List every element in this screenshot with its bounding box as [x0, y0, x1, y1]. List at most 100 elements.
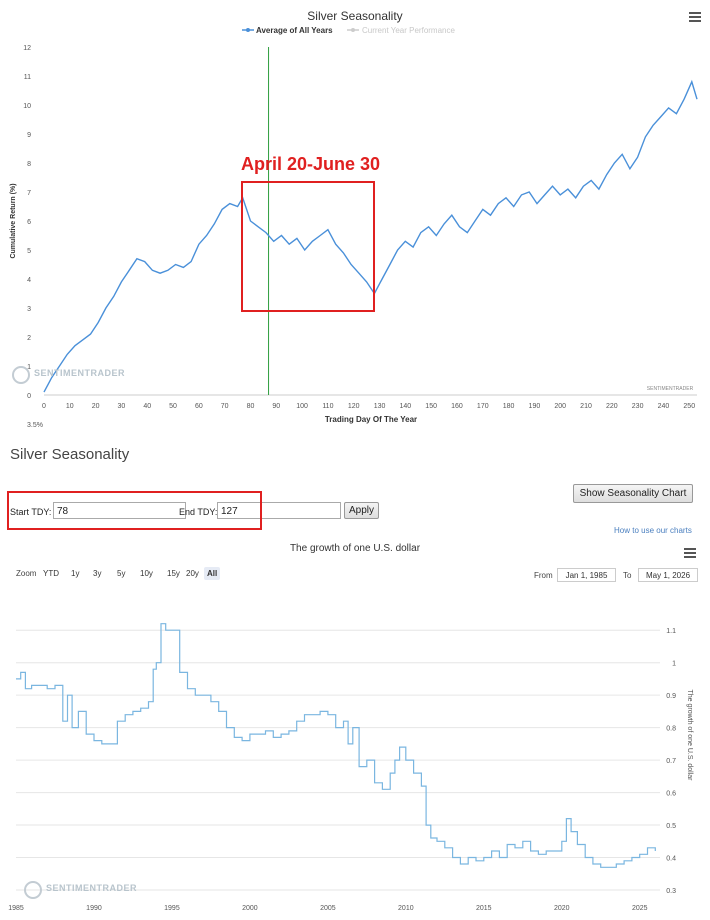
legend-item-current-year[interactable]: Current Year Performance	[347, 26, 455, 35]
x-tick-label: 110	[322, 403, 333, 410]
grid-lines	[16, 629, 660, 891]
bottom-chart-title: The growth of one U.S. dollar	[289, 543, 421, 554]
x-axis: 1985 1990 1995 2000 2005 2010 2015 2020 2025	[8, 905, 647, 912]
y-axis-label: Cumulative Return (%)	[10, 183, 17, 258]
y-tick-label: 0	[27, 393, 31, 400]
zoom-button-10y[interactable]: 10y	[140, 569, 153, 578]
chart-legend: Average of All Years Current Year Perfor…	[242, 26, 455, 35]
y-tick-label: 0.8	[666, 726, 676, 733]
y-tick-label: 0.9	[666, 693, 676, 700]
x-tick-label: 100	[296, 403, 308, 410]
x-tick-label: 1985	[8, 905, 24, 912]
end-tdy-input[interactable]: 127	[217, 502, 341, 519]
y-tick-label: 1	[672, 661, 676, 668]
show-seasonality-chart-button[interactable]: Show Seasonality Chart	[573, 484, 693, 503]
x-tick-label: 160	[451, 403, 463, 410]
y-tick-label: 11	[24, 74, 31, 81]
x-tick-label: 120	[348, 403, 360, 410]
growth-chart: 0.3 0.4 0.5 0.6 0.7 0.8 0.9 1 1.1 1985 1990 1995 20…	[8, 623, 693, 912]
y-tick-label: 10	[23, 103, 31, 110]
zoom-button-all[interactable]: All	[204, 567, 221, 580]
seasonality-chart: Silver Seasonality Average of All Years …	[10, 9, 698, 429]
zoom-button-15y[interactable]: 15y	[167, 569, 180, 578]
highlight-range-box	[241, 181, 375, 312]
zoom-button-3y[interactable]: 3y	[93, 569, 102, 578]
sentimentrader-logo-icon-bottom	[24, 881, 42, 899]
x-tick-label: 250	[683, 403, 695, 410]
x-tick-label: 210	[580, 403, 592, 410]
x-tick-label: 2025	[632, 905, 648, 912]
y-tick-label: 1.1	[666, 628, 676, 635]
x-tick-label: 220	[606, 403, 618, 410]
zoom-button-ytd[interactable]: YTD	[43, 569, 59, 578]
start-tdy-label: Start TDY:	[10, 507, 52, 517]
x-tick-label: 0	[42, 403, 46, 410]
bottom-chart-menu-icon[interactable]	[684, 548, 696, 558]
y-tick-label: 5	[27, 248, 31, 255]
zoom-controls: Zoom YTD 1y 3y 5y 10y 15y 20y All	[16, 567, 221, 580]
x-axis-label: Trading Day Of The Year	[325, 415, 417, 424]
zoom-button-5y[interactable]: 5y	[117, 569, 126, 578]
x-tick-label: 190	[529, 403, 541, 410]
end-tdy-label: End TDY:	[179, 507, 218, 517]
x-tick-label: 10	[66, 403, 74, 410]
x-tick-label: 70	[221, 403, 229, 410]
y-tick-label: 6	[27, 219, 31, 226]
x-tick-label: 2020	[554, 905, 570, 912]
top-chart-menu-icon[interactable]	[689, 12, 701, 22]
x-tick-label: 240	[658, 403, 670, 410]
x-tick-label: 200	[554, 403, 566, 410]
to-label: To	[623, 571, 632, 580]
x-tick-label: 150	[425, 403, 437, 410]
y-tick-label: 3	[27, 306, 31, 313]
x-tick-label: 60	[195, 403, 203, 410]
y-tick-label: 1	[27, 364, 31, 371]
y-tick-label: 0.7	[666, 758, 676, 765]
series-line-average	[43, 79, 698, 393]
y-tick-label: 0.6	[666, 791, 676, 798]
legend-label-current-year: Current Year Performance	[362, 26, 455, 35]
legend-item-average[interactable]: Average of All Years	[242, 26, 333, 35]
x-tick-label: 130	[374, 403, 386, 410]
to-date-input[interactable]: May 1, 2026	[638, 568, 698, 582]
y-tick-label: 0.5	[666, 823, 676, 830]
annotation-label: April 20-June 30	[241, 154, 381, 174]
watermark-logo: SENTIMENTRADER	[34, 368, 126, 378]
y-tick-label: 7	[27, 190, 31, 197]
bottom-left-note: 3.5%	[27, 422, 43, 429]
zoom-button-20y[interactable]: 20y	[186, 569, 199, 578]
apply-button[interactable]: Apply	[344, 502, 379, 519]
x-tick-label: 170	[477, 403, 489, 410]
chart-title: Silver Seasonality	[307, 9, 402, 23]
y-tick-label: 2	[27, 335, 31, 342]
zoom-label: Zoom	[16, 569, 37, 578]
y-tick-label: 12	[23, 45, 31, 52]
how-to-link[interactable]: How to use our charts	[614, 526, 692, 535]
x-tick-label: 140	[400, 403, 412, 410]
legend-label-average: Average of All Years	[256, 26, 333, 35]
x-tick-label: 20	[92, 403, 100, 410]
y-tick-label: 9	[27, 132, 31, 139]
y-axis-right: 0.3 0.4 0.5 0.6 0.7 0.8 0.9 1 1.1	[666, 628, 676, 895]
from-label: From	[534, 571, 553, 580]
from-date-input[interactable]: Jan 1, 1985	[557, 568, 616, 582]
x-axis: 0 10 20 30 40 50 60 70 80 90 100 110 120 130 140 150 160…	[42, 403, 695, 410]
sentimentrader-logo-icon	[12, 366, 30, 384]
form-highlight-box	[7, 491, 262, 530]
x-tick-label: 2010	[398, 905, 414, 912]
series-growth-group	[16, 623, 656, 868]
watermark-logo-bottom: SENTIMENTRADER	[46, 883, 138, 893]
start-tdy-input[interactable]: 78	[53, 502, 186, 519]
x-tick-label: 180	[503, 403, 515, 410]
watermark-small: SENTIMENTRADER	[647, 386, 694, 392]
series-line-growth	[16, 623, 656, 868]
series-average-group	[43, 79, 698, 393]
zoom-button-1y[interactable]: 1y	[71, 569, 80, 578]
x-tick-label: 1990	[86, 905, 102, 912]
section-title: Silver Seasonality	[10, 446, 130, 463]
x-tick-label: 230	[632, 403, 644, 410]
y-tick-label: 0.3	[666, 888, 676, 895]
x-tick-label: 50	[169, 403, 177, 410]
x-tick-label: 90	[272, 403, 280, 410]
